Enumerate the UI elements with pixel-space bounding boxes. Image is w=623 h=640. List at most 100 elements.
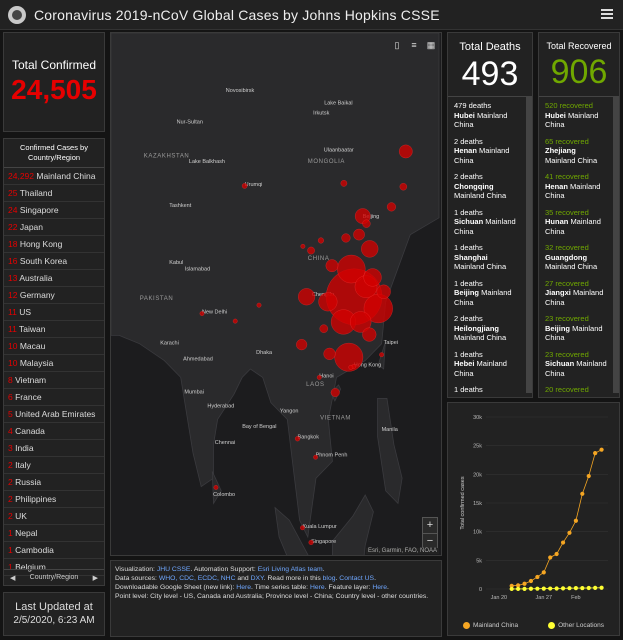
list-item[interactable]: 2 deaths Heilongjiang Mainland China xyxy=(454,314,520,343)
list-item[interactable]: 11 US xyxy=(4,304,104,321)
jhu-link[interactable]: JHU CSSE xyxy=(156,566,191,573)
case-bubble[interactable] xyxy=(232,318,238,324)
list-item[interactable]: 2 deaths Chongqing Mainland China xyxy=(454,172,520,201)
list-item[interactable]: 20 recoveredAnhui Mainland China xyxy=(545,385,607,393)
list-item[interactable]: 18 Hong Kong xyxy=(4,236,104,253)
list-item[interactable]: 5 United Arab Emirates xyxy=(4,406,104,423)
case-bubble[interactable] xyxy=(325,259,339,273)
recovered-list[interactable]: 520 recovered Hubei Mainland China 65 reco… xyxy=(539,97,619,393)
case-bubble[interactable] xyxy=(323,347,336,361)
sheet-link[interactable]: Here xyxy=(236,584,252,591)
list-item[interactable]: 24,292 Mainland China xyxy=(4,168,104,185)
case-bubble[interactable] xyxy=(316,374,322,380)
list-item[interactable]: 2 Philippines xyxy=(4,491,104,508)
list-item[interactable]: 479 deaths Hubei Mainland China xyxy=(454,101,520,130)
list-item[interactable]: 41 recovered Henan Mainland China xyxy=(545,172,607,201)
case-bubble[interactable] xyxy=(362,327,377,342)
list-item[interactable]: 2 Russia xyxy=(4,474,104,491)
list-item[interactable]: 22 Japan xyxy=(4,219,104,236)
list-item[interactable]: 520 recovered Hubei Mainland China xyxy=(545,101,607,130)
list-item[interactable]: 6 France xyxy=(4,389,104,406)
case-bubble[interactable] xyxy=(300,243,306,249)
case-bubble[interactable] xyxy=(296,339,308,351)
list-item[interactable]: 35 recovered Hunan Mainland China xyxy=(545,208,607,237)
list-item[interactable]: 3 India xyxy=(4,440,104,457)
list-item[interactable]: 32 recovered Guangdong Mainland China xyxy=(545,243,607,272)
dxy-link[interactable]: DXY xyxy=(250,575,264,582)
prev-page-icon[interactable]: ◀ xyxy=(10,574,16,582)
case-bubble[interactable] xyxy=(341,233,351,243)
menu-icon[interactable] xyxy=(601,7,613,21)
case-bubble[interactable] xyxy=(318,292,338,312)
list-item[interactable]: 8 Vietnam xyxy=(4,372,104,389)
case-bubble[interactable] xyxy=(363,268,382,287)
case-bubble[interactable] xyxy=(362,219,371,228)
case-bubble[interactable] xyxy=(213,484,219,490)
bookmark-icon[interactable]: ▯ xyxy=(394,40,400,50)
case-bubble[interactable] xyxy=(317,237,324,244)
list-item[interactable]: 65 recovered Zhejiang Mainland China xyxy=(545,137,607,166)
list-item[interactable]: 1 deathsHainan Mainland China xyxy=(454,385,520,393)
list-item[interactable]: 1 Cambodia xyxy=(4,542,104,559)
case-bubble[interactable] xyxy=(340,179,348,187)
list-item[interactable]: 16 South Korea xyxy=(4,253,104,270)
legend-mainland-china[interactable]: Mainland China xyxy=(462,621,518,629)
case-bubble[interactable] xyxy=(297,288,316,306)
case-bubble[interactable] xyxy=(241,183,248,189)
case-bubble[interactable] xyxy=(379,352,385,358)
map-view[interactable]: Novosibirsk Nur-Sultan KAZAKHSTAN Lake Balk… xyxy=(110,32,442,556)
zoom-out-button[interactable]: − xyxy=(423,533,437,549)
feature-layer-link[interactable]: Here xyxy=(372,584,388,591)
list-item[interactable]: 4 Canada xyxy=(4,423,104,440)
confirmed-list[interactable]: 24,292 Mainland China 25 Thailand 24 Singa… xyxy=(4,168,104,576)
list-item[interactable]: 23 recovered Sichuan Mainland China xyxy=(545,350,607,379)
case-bubble[interactable] xyxy=(353,228,365,241)
case-bubble[interactable] xyxy=(348,364,354,370)
timeseries-link[interactable]: Here xyxy=(309,584,325,591)
case-bubble[interactable] xyxy=(349,311,372,333)
case-bubble[interactable] xyxy=(294,436,301,442)
list-item[interactable]: 11 Taiwan xyxy=(4,321,104,338)
list-item[interactable]: 2 Italy xyxy=(4,457,104,474)
legend-other-locations[interactable]: Other Locations xyxy=(548,621,604,629)
grid-icon[interactable]: ▦ xyxy=(426,40,436,50)
case-bubble[interactable] xyxy=(308,539,314,546)
case-bubble[interactable] xyxy=(313,454,319,460)
list-item[interactable]: 27 recovered Jiangxi Mainland China xyxy=(545,279,607,308)
list-item[interactable]: 10 Malaysia xyxy=(4,355,104,372)
case-bubble[interactable] xyxy=(361,240,379,258)
next-page-icon[interactable]: ▶ xyxy=(92,574,98,582)
case-bubble[interactable] xyxy=(319,324,329,333)
case-bubble[interactable] xyxy=(399,182,408,191)
blog-link[interactable]: blog xyxy=(322,575,336,582)
case-bubble[interactable] xyxy=(386,202,397,212)
list-item[interactable]: 23 recovered Beijing Mainland China xyxy=(545,314,607,343)
list-item[interactable]: 12 Germany xyxy=(4,287,104,304)
contact-link[interactable]: Contact US xyxy=(339,575,375,582)
sources-link[interactable]: WHO, CDC, ECDC, NHC xyxy=(158,575,236,582)
list-item[interactable]: 1 Nepal xyxy=(4,525,104,542)
list-item[interactable]: 1 Belgium xyxy=(4,559,104,576)
case-bubble[interactable] xyxy=(307,246,315,255)
zoom-in-button[interactable]: + xyxy=(426,519,434,531)
case-bubble[interactable] xyxy=(199,311,205,317)
case-bubble[interactable] xyxy=(300,525,305,531)
deaths-list[interactable]: 479 deaths Hubei Mainland China 2 deaths He… xyxy=(448,97,532,393)
list-item[interactable]: 1 deaths Hebei Mainland China xyxy=(454,350,520,379)
cases-line-chart[interactable]: 0 5k 10k 15k 20k 25k 30k Jan 20 Jan 27 Feb Total c… xyxy=(448,403,619,613)
case-bubble[interactable] xyxy=(376,284,391,299)
list-item[interactable]: 2 UK xyxy=(4,508,104,525)
case-bubble[interactable] xyxy=(330,388,340,398)
list-item[interactable]: 24 Singapore xyxy=(4,202,104,219)
list-item[interactable]: 25 Thailand xyxy=(4,185,104,202)
list-item[interactable]: 10 Macau xyxy=(4,338,104,355)
list-item[interactable]: 1 deaths Beijing Mainland China xyxy=(454,279,520,308)
list-icon[interactable]: ≡ xyxy=(411,40,417,50)
list-item[interactable]: 1 deaths Shanghai Mainland China xyxy=(454,243,520,272)
list-item[interactable]: 2 deaths Henan Mainland China xyxy=(454,137,520,166)
case-bubble[interactable] xyxy=(398,144,413,159)
case-bubble[interactable] xyxy=(256,302,262,308)
list-item[interactable]: 13 Australia xyxy=(4,270,104,287)
list-item[interactable]: 1 deaths Sichuan Mainland China xyxy=(454,208,520,237)
